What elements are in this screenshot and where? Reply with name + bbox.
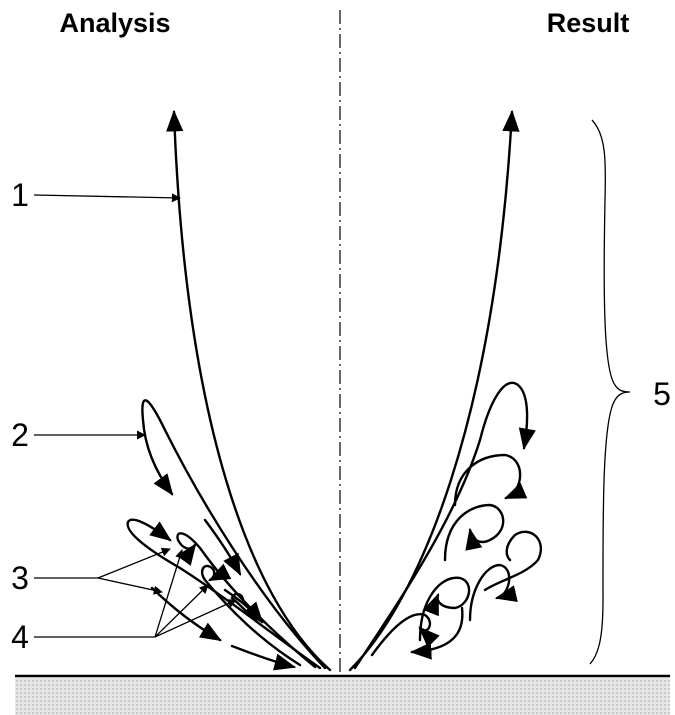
eddy-right-c	[443, 503, 505, 562]
eddy-right-g	[370, 613, 440, 657]
label-4: 4	[11, 619, 29, 655]
leader-3b	[97, 577, 163, 595]
leader-4c	[154, 599, 237, 638]
flow-1-right	[348, 109, 520, 672]
eddy-right-e	[418, 576, 471, 642]
eddy-left-a	[126, 518, 322, 670]
label-5: 5	[653, 376, 671, 412]
label-1: 1	[11, 177, 29, 213]
eddy-right-d	[483, 530, 542, 592]
flow-left-g	[230, 644, 297, 671]
eddy-left-b	[176, 532, 317, 669]
leader-1	[33, 193, 181, 203]
right-header: Result	[547, 8, 630, 38]
eddy-right-f	[468, 563, 518, 622]
bracket-5	[589, 119, 631, 665]
ground-hatch	[15, 678, 670, 715]
leader-4b	[154, 584, 209, 638]
eddy-right-b	[453, 453, 528, 507]
label-2: 2	[11, 417, 29, 453]
eddy-right-a	[353, 381, 536, 670]
leader-3a	[97, 547, 171, 579]
leader-4a	[154, 549, 184, 638]
flow-right-h	[409, 606, 464, 660]
flow-2-left	[141, 399, 327, 670]
flow-1-left	[166, 109, 332, 672]
label-3: 3	[11, 560, 29, 596]
flow-left-f	[203, 518, 242, 576]
eddy-left-c	[200, 563, 302, 667]
left-header: Analysis	[59, 8, 170, 38]
flow-left-h	[223, 588, 264, 624]
